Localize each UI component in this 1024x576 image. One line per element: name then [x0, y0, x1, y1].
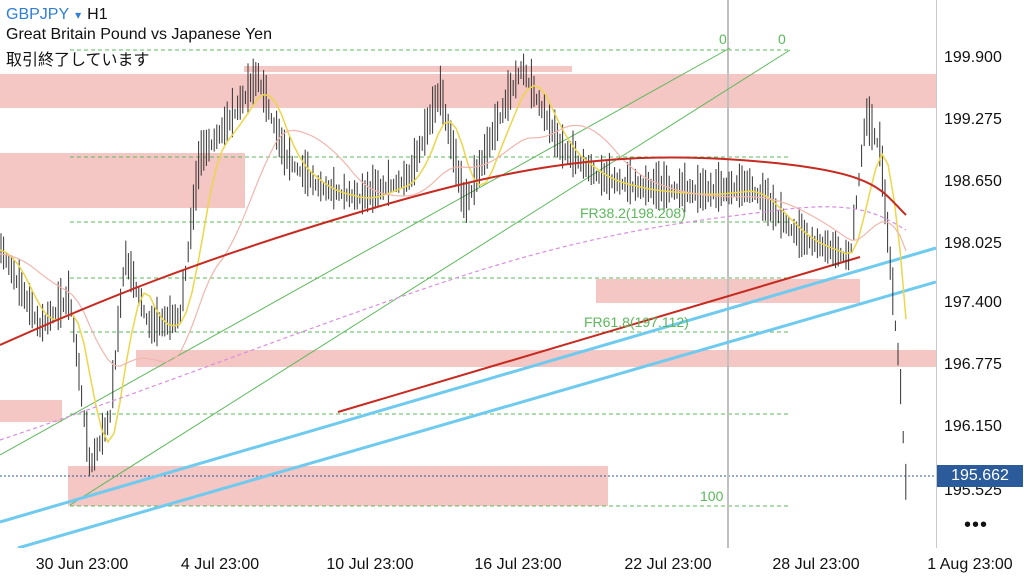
price-label: 199.275: [944, 111, 1002, 128]
time-label: 1 Aug 23:00: [927, 556, 1013, 573]
trend-line: [337, 256, 861, 413]
fib-61-label: FR61.8(197.112): [584, 314, 689, 330]
symbol-description: Great Britain Pound vs Japanese Yen: [6, 26, 272, 43]
timeframe-label[interactable]: H1: [87, 6, 108, 23]
price-chart[interactable]: [0, 0, 936, 548]
supply-demand-zone: [0, 153, 245, 208]
moving-average-line: [0, 156, 907, 346]
moving-average-line: [0, 84, 907, 444]
more-dots-icon[interactable]: •••: [964, 514, 989, 536]
time-label: 28 Jul 23:00: [772, 556, 860, 573]
fib-level-0-label: 0: [719, 31, 727, 47]
price-label: 198.650: [944, 173, 1002, 190]
time-label: 10 Jul 23:00: [326, 556, 414, 573]
time-label: 22 Jul 23:00: [624, 556, 712, 573]
supply-demand-zone: [68, 466, 608, 506]
time-label: 4 Jul 23:00: [180, 556, 260, 573]
trend-channel-line: [17, 280, 936, 548]
chart-area[interactable]: [0, 0, 936, 548]
caret-down-icon[interactable]: ▾: [75, 8, 82, 22]
supply-demand-zone: [0, 400, 62, 422]
price-label: 196.150: [944, 418, 1002, 435]
supply-demand-zone: [0, 74, 936, 108]
moving-average-line: [0, 206, 907, 441]
supply-demand-zone: [244, 66, 572, 72]
price-label: 198.025: [944, 235, 1002, 252]
market-status: 取引終了しています: [6, 52, 150, 69]
fib-level-0-label: 0: [778, 31, 786, 47]
symbol-name[interactable]: GBPJPY: [6, 6, 70, 23]
fib-trend-line: [69, 49, 791, 506]
time-label: 30 Jun 23:00: [35, 556, 129, 573]
moving-average-line: [0, 124, 907, 367]
time-label: 16 Jul 23:00: [474, 556, 562, 573]
price-axis[interactable]: [936, 0, 1024, 548]
fib-trend-line: [0, 47, 731, 456]
current-price-badge: 195.662: [937, 465, 1023, 487]
price-label: 197.400: [944, 294, 1002, 311]
trend-channel-line: [0, 246, 936, 524]
chart-header: GBPJPY ▾ H1 Great Britain Pound vs Japan…: [6, 6, 272, 70]
supply-demand-zone: [136, 350, 936, 367]
price-label: 196.775: [944, 356, 1002, 373]
fib-100-label: 100: [700, 488, 724, 504]
fib-38-label: FR38.2(198.208): [580, 205, 686, 221]
price-label: 199.900: [944, 49, 1002, 66]
